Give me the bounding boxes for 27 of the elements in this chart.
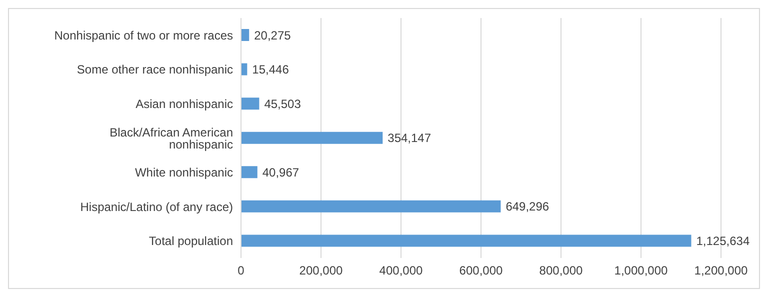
x-tick-label: 1,000,000 (614, 264, 668, 278)
bar (241, 200, 501, 212)
y-tick-label: White nonhispanic (134, 166, 233, 180)
x-tick-label: 600,000 (459, 264, 504, 278)
data-label: 1,125,634 (696, 234, 750, 248)
x-tick-label: 400,000 (379, 264, 424, 278)
x-tick-label: 0 (238, 264, 245, 278)
y-tick-label: Nonhispanic of two or more races (54, 28, 233, 42)
y-tick-label: Some other race nonhispanic (76, 62, 233, 77)
bar (241, 98, 260, 110)
y-tick-label: Hispanic/Latino (of any race) (80, 200, 233, 214)
data-label: 354,147 (388, 131, 432, 146)
bar (241, 234, 692, 247)
data-label: 15,446 (252, 62, 290, 77)
x-tick-label: 800,000 (539, 264, 584, 278)
bar (241, 29, 250, 41)
x-tick-label: 1,200,000 (694, 264, 748, 278)
y-tick-label: Total population (148, 234, 233, 248)
data-label: 45,503 (264, 96, 302, 111)
x-tick-label: 200,000 (299, 264, 344, 278)
y-tick-label: Black/African American nonhispanic (110, 125, 233, 152)
bar (241, 166, 258, 178)
data-label: 649,296 (506, 200, 550, 214)
data-label: 20,275 (254, 28, 292, 42)
y-tick-label: Asian nonhispanic (136, 96, 233, 111)
bar (241, 132, 383, 144)
data-label: 40,967 (262, 165, 300, 180)
